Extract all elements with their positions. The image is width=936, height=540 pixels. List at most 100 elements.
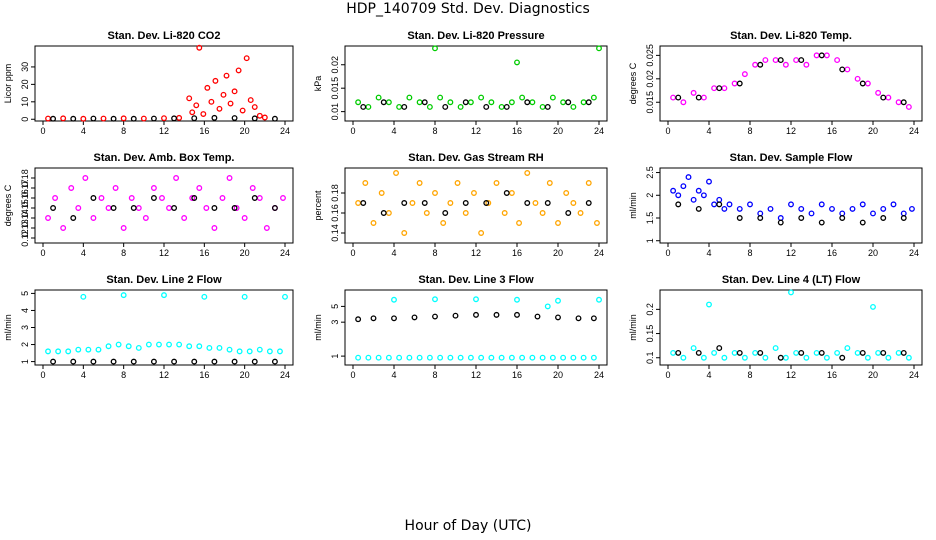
data-point: [864, 354, 871, 361]
data-point: [473, 311, 479, 318]
data-point: [462, 99, 469, 106]
data-point: [220, 91, 227, 98]
data-point: [859, 201, 866, 208]
y-tick-label: 0.2: [645, 303, 655, 316]
y-tick-label: 5: [20, 291, 30, 296]
x-tick-label: 12: [159, 370, 169, 380]
y-tick-label: 3: [330, 320, 340, 325]
data-point: [80, 293, 87, 300]
chart-title: Stan. Dev. Gas Stream RH: [408, 152, 544, 164]
data-point: [670, 94, 677, 101]
data-point: [544, 200, 551, 206]
data-point: [282, 293, 288, 300]
data-point: [196, 185, 203, 191]
data-point: [80, 115, 87, 122]
data-point: [204, 84, 211, 91]
data-point: [859, 80, 866, 87]
data-point: [391, 296, 397, 303]
data-point: [239, 107, 246, 114]
data-point: [549, 354, 556, 361]
x-tick-label: 0: [350, 126, 355, 136]
data-point: [426, 103, 433, 110]
y-axis-label: kPa: [313, 76, 323, 92]
x-tick-label: 4: [391, 126, 396, 136]
data-point: [370, 315, 377, 322]
y-tick-label: 0.18: [330, 184, 340, 202]
data-point: [385, 354, 392, 361]
data-point: [105, 205, 112, 211]
data-point: [85, 346, 92, 353]
x-tick-label: 12: [471, 370, 481, 380]
x-tick-label: 20: [868, 370, 878, 380]
x-tick-label: 12: [159, 248, 169, 258]
data-point: [191, 115, 198, 122]
data-point: [590, 315, 597, 322]
data-point: [231, 115, 238, 121]
data-point: [52, 195, 59, 201]
data-point: [50, 205, 57, 211]
data-point: [110, 115, 117, 122]
x-tick-label: 24: [594, 126, 604, 136]
data-point: [216, 345, 223, 351]
data-point: [189, 195, 196, 201]
y-tick-label: 5: [330, 304, 340, 309]
data-point: [401, 103, 408, 110]
data-point: [385, 210, 392, 216]
data-point: [467, 354, 474, 361]
data-point: [890, 201, 897, 208]
data-point: [544, 303, 551, 310]
data-point: [895, 99, 902, 106]
data-point: [227, 100, 234, 107]
data-point: [176, 114, 183, 121]
data-point: [747, 201, 753, 208]
data-point: [757, 349, 764, 356]
data-point: [236, 348, 243, 355]
data-point: [514, 59, 520, 66]
y-tick-label: 0: [20, 117, 30, 122]
x-tick-label: 8: [121, 126, 126, 136]
data-point: [396, 354, 403, 361]
data-point: [110, 205, 117, 211]
data-point: [885, 354, 892, 361]
x-tick-label: 16: [512, 248, 522, 258]
x-tick-label: 8: [432, 370, 437, 380]
data-point: [473, 296, 479, 303]
data-point: [782, 354, 789, 361]
data-point: [716, 85, 723, 92]
chart-title: Stan. Dev. Line 2 Flow: [106, 274, 222, 286]
data-point: [493, 180, 500, 186]
data-point: [241, 293, 248, 300]
data-point: [432, 190, 438, 196]
data-point: [854, 75, 861, 82]
plot-frame: [659, 167, 923, 244]
x-tick-label: 12: [471, 248, 481, 258]
x-tick-label: 16: [199, 370, 209, 380]
chart-title: Stan. Dev. Sample Flow: [730, 152, 853, 164]
data-point: [380, 99, 387, 106]
data-point: [834, 349, 841, 356]
data-point: [498, 354, 505, 361]
plot-frame: [34, 289, 294, 366]
data-point: [741, 354, 748, 361]
data-point: [580, 354, 587, 361]
data-point: [880, 94, 887, 101]
data-point: [457, 103, 464, 110]
data-point: [483, 200, 490, 206]
plot-frame: [659, 289, 923, 366]
data-point: [488, 99, 495, 106]
data-point: [757, 215, 764, 221]
y-tick-label: 0.02: [330, 56, 340, 74]
data-point: [98, 195, 105, 201]
data-point: [471, 190, 477, 196]
data-point: [130, 205, 137, 211]
x-tick-label: 8: [432, 126, 437, 136]
y-tick-label: 0.1: [645, 351, 655, 364]
data-point: [585, 200, 592, 206]
data-point: [130, 358, 137, 365]
data-point: [680, 354, 687, 361]
data-point: [421, 99, 428, 106]
data-point: [909, 205, 915, 212]
data-point: [355, 354, 362, 361]
x-tick-label: 20: [553, 370, 563, 380]
